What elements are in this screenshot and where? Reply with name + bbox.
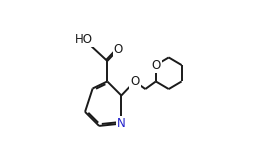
Text: HO: HO — [75, 33, 93, 46]
Text: O: O — [114, 43, 123, 56]
Text: O: O — [130, 75, 139, 88]
Text: O: O — [151, 59, 160, 72]
Text: N: N — [117, 117, 126, 130]
